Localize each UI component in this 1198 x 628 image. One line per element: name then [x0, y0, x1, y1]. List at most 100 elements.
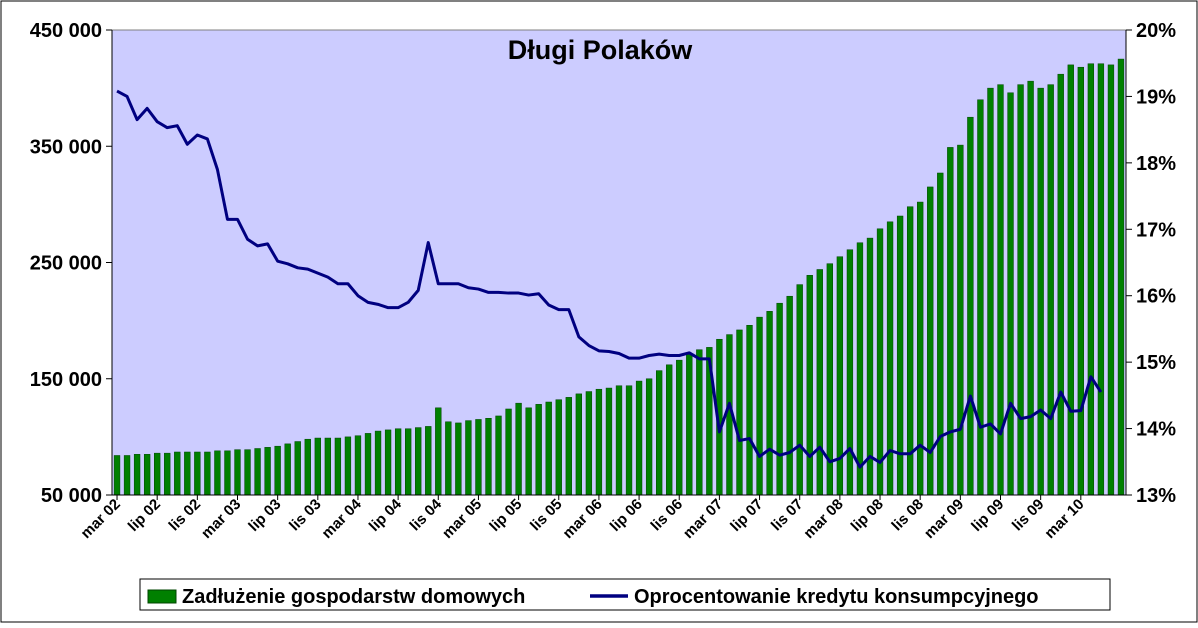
left-tick-label: 250 000 — [30, 253, 102, 275]
left-tick-label: 450 000 — [30, 20, 102, 42]
bar — [264, 447, 271, 496]
bar — [294, 441, 301, 496]
bar — [1007, 92, 1014, 496]
interest-rate-line — [116, 89, 1103, 469]
bar — [615, 385, 623, 496]
bar — [475, 419, 482, 496]
bar — [686, 354, 693, 496]
legend-bar-swatch — [147, 589, 177, 604]
bar — [1107, 64, 1115, 496]
bar — [174, 451, 181, 496]
legend-bar-label: Zadłużenie gospodarstw domowych — [182, 586, 525, 608]
bar — [194, 451, 201, 496]
bar — [856, 242, 864, 496]
bar — [746, 325, 753, 496]
bar — [967, 116, 974, 496]
bar — [957, 144, 964, 496]
bar — [374, 430, 382, 496]
bar — [384, 429, 392, 496]
bar — [244, 449, 251, 496]
bar — [555, 399, 562, 496]
right-tick-label: 16% — [1136, 286, 1176, 308]
bar — [123, 455, 131, 496]
bar — [987, 87, 994, 496]
bar — [274, 445, 281, 496]
bar — [164, 452, 171, 496]
left-tick-label: 50 000 — [41, 485, 102, 507]
bar — [656, 370, 663, 496]
bar — [1027, 80, 1034, 496]
bar — [736, 329, 743, 496]
chart-title: Długi Polaków — [508, 35, 694, 65]
bar — [284, 443, 291, 496]
bar — [154, 452, 161, 496]
right-tick-label: 20% — [1136, 20, 1176, 42]
bar — [545, 401, 552, 496]
legend: Zadłużenie gospodarstw domowych Oprocent… — [139, 578, 1111, 611]
bar — [585, 391, 593, 496]
bar — [645, 378, 653, 496]
bar — [595, 388, 603, 496]
bar — [756, 316, 763, 496]
bar — [565, 397, 572, 496]
bar — [324, 437, 332, 496]
right-tick-label: 14% — [1136, 419, 1176, 441]
bar — [1057, 73, 1064, 496]
bar — [1017, 84, 1024, 496]
bar — [766, 311, 773, 496]
bar — [1067, 64, 1074, 496]
bar — [575, 393, 582, 496]
bar — [254, 448, 261, 496]
bar — [525, 407, 532, 496]
bar — [676, 359, 683, 496]
bar — [917, 201, 924, 496]
bar — [1087, 63, 1095, 496]
bar — [1097, 63, 1105, 496]
bar — [224, 450, 231, 496]
bar — [354, 435, 362, 496]
right-tick-label: 13% — [1136, 485, 1176, 507]
bar — [445, 421, 452, 496]
right-tick-label: 18% — [1136, 153, 1176, 175]
bar — [635, 380, 643, 496]
bar — [515, 402, 522, 496]
bar — [696, 349, 703, 496]
bar — [394, 428, 402, 496]
bar — [947, 147, 954, 496]
bar — [133, 454, 141, 496]
right-tick-label: 19% — [1136, 86, 1176, 108]
bar — [625, 385, 633, 496]
bar — [846, 249, 854, 496]
bar — [415, 427, 422, 496]
bar — [535, 404, 542, 496]
bar — [806, 275, 813, 496]
bar — [113, 455, 121, 496]
bar — [977, 99, 984, 496]
bar — [1077, 66, 1084, 496]
bar — [314, 437, 321, 496]
right-tick-label: 17% — [1136, 219, 1176, 241]
bar — [495, 415, 502, 496]
bar — [425, 426, 432, 496]
bar — [937, 172, 944, 496]
bar — [405, 428, 412, 496]
bar — [1047, 84, 1054, 496]
bar — [505, 408, 512, 496]
bar — [364, 433, 372, 496]
right-tick-label: 15% — [1136, 352, 1176, 374]
bar — [776, 302, 783, 496]
bar — [204, 451, 211, 496]
bar — [786, 295, 793, 496]
bar — [214, 450, 221, 496]
line-layer — [116, 89, 1103, 469]
bar — [334, 437, 342, 496]
bar — [1117, 58, 1125, 496]
bar — [143, 454, 151, 496]
bar — [234, 449, 241, 496]
bar — [435, 407, 442, 496]
bar — [876, 228, 884, 496]
bar — [796, 284, 803, 496]
bar — [666, 364, 673, 496]
